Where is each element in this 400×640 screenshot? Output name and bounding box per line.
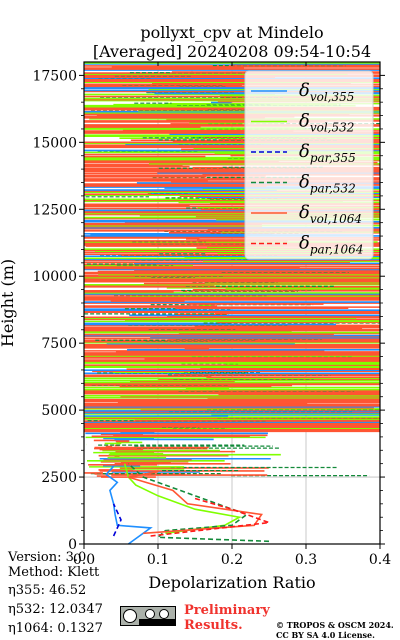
eta355-text: η355: 46.52 [8, 583, 87, 598]
y-tick-label: 5000 [41, 403, 77, 419]
copyright-notice: © TROPOS & OSCM 2024. CC BY SA 4.0 Licen… [276, 620, 394, 640]
legend-label: δpar,355 [299, 141, 356, 165]
by-icon [145, 609, 155, 619]
x-tick-label: 0.0 [73, 552, 95, 568]
y-tick-label: 15000 [32, 135, 77, 151]
legend-label: δvol,532 [299, 111, 354, 135]
eta532-text: η532: 12.0347 [8, 602, 103, 617]
y-tick-label: 17500 [32, 68, 77, 84]
version-text: Version: 3.0 [8, 550, 87, 565]
copyright-line-1: © TROPOS & OSCM 2024. [276, 620, 394, 630]
x-tick-label: 0.3 [295, 552, 317, 568]
cc-icon [123, 609, 137, 623]
license-bar [139, 619, 175, 625]
preliminary-results-label: Preliminary Results. [184, 603, 270, 633]
series-line-par-1064 [150, 497, 270, 537]
preliminary-line-1: Preliminary [184, 603, 270, 618]
copyright-line-2: CC BY SA 4.0 License. [276, 630, 375, 640]
x-tick-label: 0.1 [147, 552, 169, 568]
y-tick-label: 12500 [32, 202, 77, 218]
legend-label: δpar,1064 [299, 233, 363, 257]
tick-layer: 0.0 0.1 0.2 0.3 0.4 0 2500 5000 7500 10000 12500 15… [32, 62, 391, 568]
y-tick-label: 7500 [41, 336, 77, 352]
series-line-vol-532 [123, 463, 242, 535]
method-text: Method: Klett [8, 565, 100, 580]
legend-label: δvol,1064 [299, 202, 362, 226]
sa-icon [159, 609, 169, 619]
series-line-par-355 [112, 503, 122, 537]
chart-title-line-2: [Averaged] 20240208 09:54-10:54 [93, 42, 371, 61]
legend: δvol,355 δvol,532 δpar,355 δpar,532 δvol,106… [244, 70, 374, 260]
series-line-vol-1064 [128, 470, 263, 535]
x-tick-label: 0.2 [221, 552, 243, 568]
y-tick-label: 0 [68, 537, 77, 553]
eta1064-text: η1064: 0.1327 [8, 621, 103, 636]
cc-by-sa-icon [120, 606, 176, 626]
series-layer [105, 463, 270, 545]
preliminary-line-2: Results. [184, 618, 243, 633]
y-tick-label: 10000 [32, 269, 77, 285]
y-tick-label: 2500 [41, 470, 77, 486]
legend-label: δvol,355 [299, 80, 354, 104]
legend-box [244, 70, 374, 260]
chart-title-line-1: pollyxt_cpv at Mindelo [140, 23, 323, 42]
legend-label: δpar,532 [299, 172, 356, 196]
x-axis-label: Depolarization Ratio [148, 573, 315, 592]
y-axis-label: Height (m) [0, 259, 17, 347]
x-tick-label: 0.4 [369, 552, 391, 568]
